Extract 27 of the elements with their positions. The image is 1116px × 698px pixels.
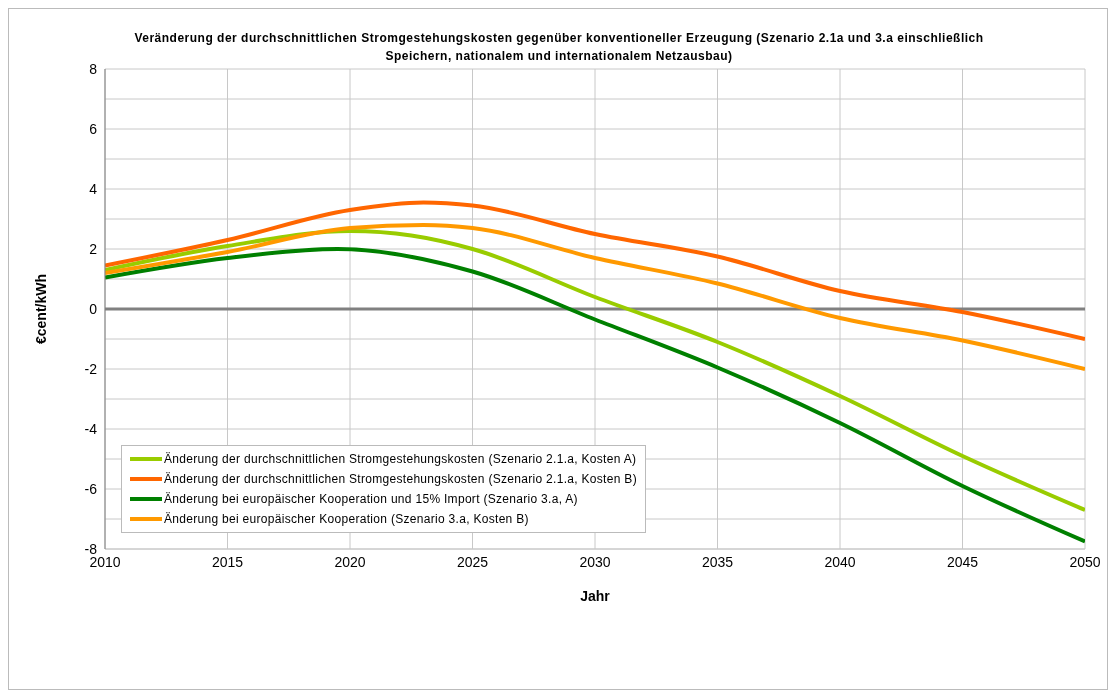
line-series	[105, 229, 1085, 512]
line-series	[105, 200, 1085, 341]
x-tick-label: 2020	[334, 553, 366, 570]
x-tick-label: 2045	[946, 553, 979, 570]
legend-label: Änderung bei europäischer Kooperation (Szenario 3.a, Kosten B)	[164, 511, 529, 527]
y-tick-label: 6	[89, 120, 98, 137]
y-tick-label: -6	[84, 480, 98, 497]
x-tick-label: 2035	[701, 553, 734, 570]
x-tick-label: 2015	[211, 553, 244, 570]
x-tick-label: 2050	[1069, 553, 1101, 570]
legend-label: Änderung der durchschnittlichen Stromgestehungskosten (Szenario 2.1.a, Kosten B)	[164, 471, 637, 487]
x-axis-title: Jahr	[580, 588, 611, 604]
line-series	[105, 247, 1085, 544]
x-tick-label: 2040	[824, 553, 856, 570]
y-tick-label: 8	[89, 60, 98, 77]
y-tick-label: -4	[84, 420, 98, 437]
x-tick-label: 2025	[456, 553, 489, 570]
legend-label: Änderung der durchschnittlichen Stromgestehungskosten (Szenario 2.1.a, Kosten A)	[164, 451, 637, 467]
legend-label: Änderung bei europäischer Kooperation und 15% Import (Szenario 3.a, A)	[164, 491, 578, 507]
line-series	[105, 223, 1085, 371]
y-tick-label: 0	[89, 300, 98, 317]
x-tick-label: 2030	[579, 553, 611, 570]
y-axis-title: €cent/kWh	[32, 273, 49, 345]
y-tick-label: -2	[84, 360, 98, 377]
y-tick-label: 2	[89, 240, 98, 257]
y-tick-label: 4	[89, 180, 98, 197]
chart-title: Veränderung der durchschnittlichen Stromgestehungskosten gegenüber konventioneller Erzeugung (Szenario 2.1a und 3.a einschließlich Speichern, nationalem und internationalem Netzausbau)	[133, 30, 985, 65]
